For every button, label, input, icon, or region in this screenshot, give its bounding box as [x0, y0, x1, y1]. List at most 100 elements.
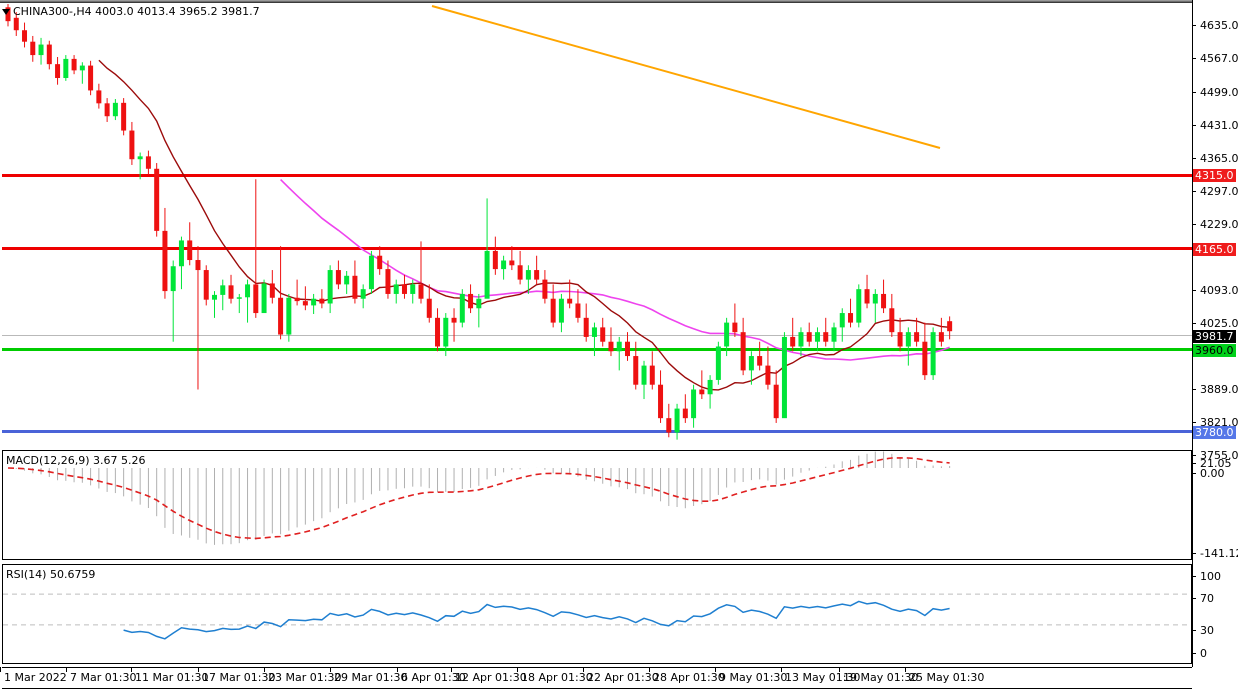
rsi-axis-tick	[1192, 598, 1196, 599]
candle-body	[79, 65, 85, 71]
macd-axis-tick	[1192, 553, 1196, 554]
time-axis-tick	[264, 667, 265, 672]
candle-body	[781, 336, 787, 419]
candle-body	[410, 284, 416, 294]
price-axis-tick	[1192, 25, 1196, 26]
candle-body	[691, 389, 697, 419]
candle-body	[848, 313, 854, 323]
price-axis[interactable]: 4635.0 4567.0 4499.0 4431.0 4365.0 4297.0 4229…	[1192, 0, 1238, 691]
price-axis-tick	[1192, 158, 1196, 159]
candle-body	[509, 260, 515, 266]
price-axis-label: 4567.0	[1200, 52, 1238, 65]
time-axis-tick	[66, 667, 67, 672]
candle-body	[484, 250, 490, 299]
candle-body	[145, 156, 151, 169]
time-axis-tick	[131, 667, 132, 672]
candle-body	[501, 260, 507, 270]
price-axis-label: 3755.0	[1200, 449, 1238, 462]
level-line-resistance-4315[interactable]	[2, 174, 1192, 177]
price-axis-tick	[1192, 224, 1196, 225]
price-chart-pane[interactable]	[2, 4, 1192, 445]
price-axis-tick	[1192, 290, 1196, 291]
candle-body	[22, 30, 28, 42]
candle-body	[46, 44, 52, 65]
candle-body	[839, 313, 845, 328]
candle-body	[55, 64, 61, 79]
price-axis-tick	[1192, 455, 1196, 456]
candle-body	[253, 284, 259, 314]
time-axis-label: 11 Mar 01:30	[135, 671, 209, 684]
time-axis-tick	[451, 667, 452, 672]
candle-body	[162, 230, 168, 292]
candle-body	[534, 270, 540, 280]
time-axis-tick	[839, 667, 840, 672]
price-badge-3780-0[interactable]: 3780.0	[1193, 426, 1236, 439]
candle-body	[104, 103, 110, 117]
candle-body	[806, 332, 812, 342]
window-top-edge	[0, 0, 1238, 4]
candle-body	[327, 270, 333, 304]
time-axis-label: 18 Apr 01:30	[521, 671, 593, 684]
time-axis-label: 23 Mar 01:30	[268, 671, 342, 684]
time-axis-tick	[330, 667, 331, 672]
time-axis-label: 25 May 01:30	[909, 671, 985, 684]
candle-body	[525, 270, 531, 280]
candle-body	[476, 298, 482, 309]
trendline-descending[interactable]	[431, 5, 941, 149]
time-axis-tick	[198, 667, 199, 672]
level-line-current-price[interactable]	[2, 335, 1192, 336]
time-axis-tick	[905, 667, 906, 672]
rsi-pane[interactable]	[2, 564, 1192, 664]
macd-axis-label: 21.05	[1200, 457, 1232, 470]
price-badge-4315-0[interactable]: 4315.0	[1193, 169, 1236, 182]
symbol-quote-text: CHINA300-,H4 4003.0 4013.4 3965.2 3981.7	[13, 5, 260, 18]
candle-body	[600, 327, 606, 342]
time-axis-tick	[583, 667, 584, 672]
macd-pane[interactable]	[2, 450, 1192, 560]
time-axis-label: 29 Mar 01:30	[334, 671, 408, 684]
candle-body	[228, 285, 234, 299]
price-badge-4165-0[interactable]: 4165.0	[1193, 243, 1236, 256]
candle-body	[872, 293, 878, 304]
price-axis-tick	[1192, 58, 1196, 59]
price-axis-label: 4093.0	[1200, 284, 1238, 297]
candle-body	[352, 275, 358, 299]
time-axis-label: 6 Apr 01:30	[401, 671, 466, 684]
time-axis-label: 12 Apr 01:30	[455, 671, 527, 684]
candle-body	[790, 336, 796, 347]
candle-body	[319, 298, 325, 304]
candle-body	[666, 418, 672, 433]
price-badge-3960-0[interactable]: 3960.0	[1193, 344, 1236, 357]
time-axis-tick	[715, 667, 716, 672]
candle-body	[385, 269, 391, 294]
rsi-canvas	[2, 564, 1192, 664]
candle-body	[278, 297, 284, 335]
macd-axis-tick	[1192, 473, 1196, 474]
time-axis-label: 19 May 01:30	[843, 671, 919, 684]
candle-body	[798, 332, 804, 347]
candle-body	[71, 58, 77, 71]
candle-body	[608, 341, 614, 352]
time-axis-label: 22 Apr 01:30	[587, 671, 659, 684]
time-axis-tick	[649, 667, 650, 672]
level-line-resistance-4165[interactable]	[2, 247, 1192, 250]
price-badge-3981-7[interactable]: 3981.7	[1193, 330, 1236, 343]
macd-axis-label: -141.12	[1200, 547, 1238, 560]
candle-body	[567, 298, 573, 304]
candle-body	[121, 102, 127, 131]
time-axis[interactable]: 1 Mar 2022 7 Mar 01:30 11 Mar 01:30 17 Mar …	[0, 667, 1238, 691]
level-line-support-3960[interactable]	[2, 348, 1192, 351]
chevron-down-icon[interactable]	[2, 9, 10, 15]
time-axis-label: 17 Mar 01:30	[202, 671, 276, 684]
candle-body	[715, 346, 721, 380]
time-axis-tick	[517, 667, 518, 672]
candlesticks-group	[5, 4, 953, 440]
candle-body	[129, 130, 135, 160]
candle-body	[377, 255, 383, 270]
candle-body	[195, 260, 201, 271]
candle-body	[63, 58, 69, 79]
candle-body	[360, 289, 366, 299]
level-line-pivot-3780[interactable]	[2, 430, 1192, 433]
price-axis-label: 4365.0	[1200, 152, 1238, 165]
candle-body	[542, 279, 548, 299]
